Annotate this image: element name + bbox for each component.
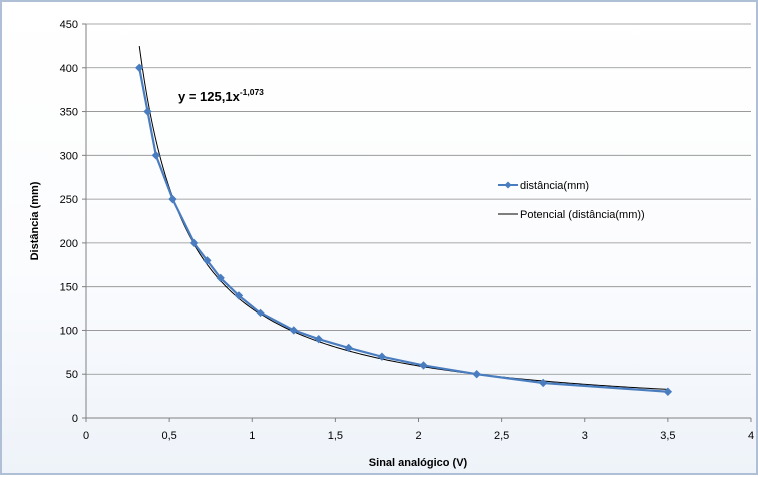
series-markers [134, 63, 673, 396]
legend: distância(mm) Potencial (distância(mm)) [498, 180, 645, 221]
data-point [289, 326, 299, 335]
x-axis-ticks: 0 0,5 1 1,5 2 2,5 3 3,5 4 [83, 418, 754, 442]
legend-swatch-marker [504, 181, 512, 189]
y-tick-label: 150 [60, 282, 78, 294]
data-point [143, 107, 152, 116]
y-tick-label: 400 [60, 63, 78, 75]
y-tick-label: 250 [60, 194, 78, 206]
data-point [538, 378, 548, 388]
data-point [134, 63, 144, 72]
x-tick-label: 0 [83, 430, 89, 442]
data-point [216, 273, 225, 283]
data-point [234, 291, 244, 300]
data-point [151, 151, 161, 160]
x-tick-label: 3 [582, 430, 588, 442]
data-point [256, 308, 265, 318]
y-tick-label: 300 [60, 150, 78, 162]
series-line-distancia [138, 67, 668, 393]
data-point [419, 361, 428, 370]
y-axis-title: Distância (mm) [29, 181, 41, 260]
x-tick-label: 1 [249, 430, 255, 442]
x-tick-label: 4 [748, 430, 754, 442]
y-tick-label: 0 [72, 413, 78, 425]
legend-label-series: distância(mm) [520, 180, 589, 192]
data-point [663, 387, 673, 396]
data-point [203, 256, 212, 265]
plot-area [86, 24, 751, 418]
x-tick-label: 2 [415, 430, 421, 442]
data-point [472, 370, 481, 379]
y-tick-label: 50 [66, 369, 78, 381]
y-tick-label: 450 [60, 19, 78, 31]
y-tick-label: 100 [60, 325, 78, 337]
gridlines [86, 23, 751, 375]
legend-label-trendline: Potencial (distância(mm)) [520, 209, 645, 221]
trendline-power [138, 45, 668, 390]
data-point [314, 334, 323, 344]
data-point [189, 238, 199, 248]
x-tick-label: 2,5 [494, 430, 509, 442]
x-tick-label: 0,5 [161, 430, 176, 442]
y-tick-label: 350 [60, 107, 78, 119]
x-axis-title: Sinal analógico (V) [369, 457, 468, 469]
x-tick-label: 1,5 [328, 430, 343, 442]
trendline-equation: y = 125,1x-1,073 [178, 87, 264, 104]
y-tick-label: 200 [60, 238, 78, 250]
x-tick-label: 3,5 [660, 430, 675, 442]
y-axis-ticks: 0 50 100 150 200 250 300 350 400 450 [60, 19, 86, 425]
data-point [377, 352, 387, 361]
data-point [344, 343, 353, 353]
data-point [168, 194, 177, 204]
